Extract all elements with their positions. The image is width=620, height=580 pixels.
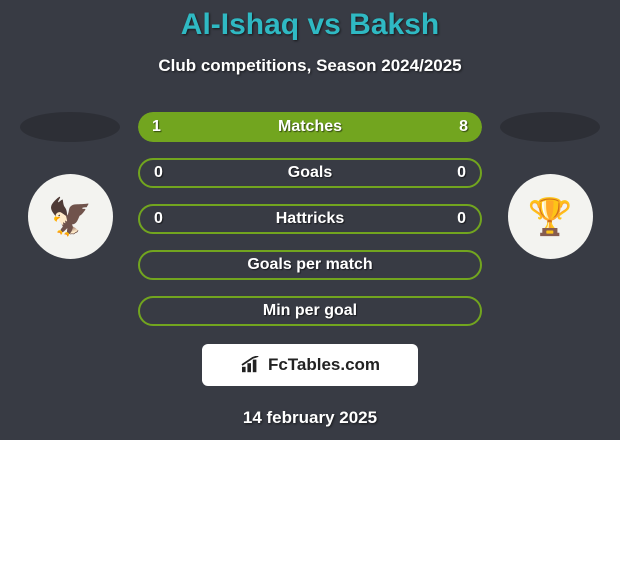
- stat-label: Hattricks: [140, 210, 480, 228]
- stat-label: Min per goal: [140, 302, 480, 320]
- stat-label: Goals: [140, 164, 480, 182]
- stat-row: Goals per match: [138, 250, 482, 280]
- stat-row: 1Matches8: [138, 112, 482, 142]
- right-logo-glyph: 🏆: [528, 196, 573, 238]
- stats-column: 1Matches80Goals00Hattricks0Goals per mat…: [138, 112, 482, 326]
- subtitle: Club competitions, Season 2024/2025: [0, 56, 620, 76]
- comparison-card: Al-Ishaq vs Baksh Club competitions, Sea…: [0, 0, 620, 440]
- date-text: 14 february 2025: [0, 408, 620, 428]
- content-row: 🦅 1Matches80Goals00Hattricks0Goals per m…: [0, 112, 620, 326]
- empty-area: [0, 440, 620, 580]
- stat-right-value: 0: [457, 210, 466, 228]
- page-title: Al-Ishaq vs Baksh: [0, 8, 620, 42]
- stat-row: Min per goal: [138, 296, 482, 326]
- left-ellipse: [20, 112, 120, 142]
- brand-badge: FcTables.com: [202, 344, 418, 386]
- stat-right-value: 0: [457, 164, 466, 182]
- stat-row: 0Hattricks0: [138, 204, 482, 234]
- left-side: 🦅: [20, 112, 120, 259]
- brand-text: FcTables.com: [268, 355, 380, 375]
- brand-chart-icon: [240, 356, 262, 374]
- right-team-logo: 🏆: [508, 174, 593, 259]
- stat-row: 0Goals0: [138, 158, 482, 188]
- right-ellipse: [500, 112, 600, 142]
- left-logo-glyph: 🦅: [48, 196, 93, 238]
- stat-right-value: 8: [459, 118, 468, 136]
- right-side: 🏆: [500, 112, 600, 259]
- left-team-logo: 🦅: [28, 174, 113, 259]
- stat-label: Goals per match: [140, 256, 480, 274]
- stat-label: Matches: [138, 118, 482, 136]
